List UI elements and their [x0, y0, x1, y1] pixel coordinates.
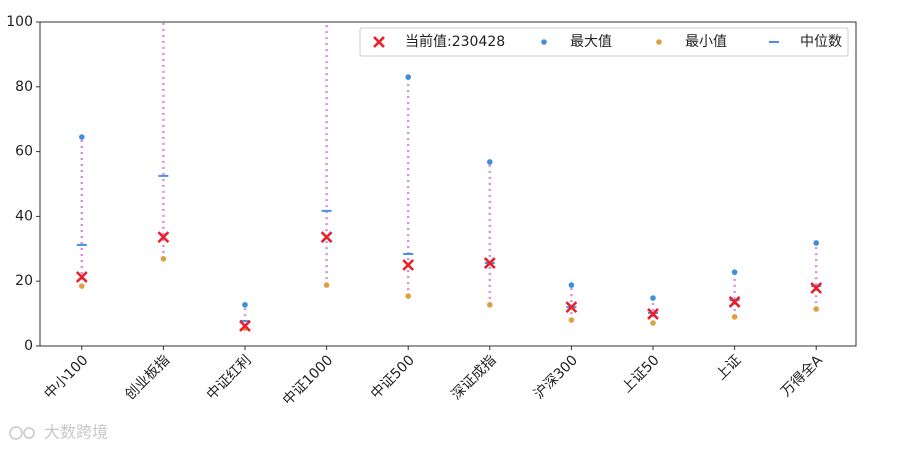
x-tick-label: 中小100 — [41, 352, 91, 402]
watermark-logo — [9, 426, 35, 440]
y-tick-label: 40 — [15, 208, 33, 224]
x-tick-label: 中证500 — [368, 352, 418, 402]
min-marker — [813, 306, 819, 312]
current-marker — [728, 296, 741, 308]
y-tick-label: 60 — [15, 144, 33, 160]
watermark: 大数跨境 — [44, 423, 108, 442]
x-tick-label: 上证 — [713, 352, 744, 383]
x-tick-label: 上证50 — [619, 352, 663, 396]
legend: 当前值:230428 最大值 最小值 中位数 — [359, 27, 849, 57]
max-marker — [813, 240, 819, 246]
current-marker — [75, 271, 88, 283]
min-marker — [405, 293, 412, 299]
max-marker — [487, 159, 493, 165]
legend-label: 最大值 — [570, 34, 612, 50]
current-marker — [239, 319, 251, 332]
max-marker — [324, 9, 330, 15]
legend-box — [359, 27, 849, 57]
max-marker — [731, 269, 738, 275]
min-marker — [323, 282, 330, 288]
current-marker — [402, 259, 415, 271]
x-tick-label: 沪深300 — [531, 352, 581, 402]
legend-label: 中位数 — [800, 34, 842, 50]
plot-area — [75, 9, 823, 332]
max-marker — [161, 9, 167, 15]
y-tick-label: 20 — [15, 273, 33, 289]
max-marker — [405, 74, 412, 80]
x-tick-label: 中证1000 — [280, 352, 336, 408]
current-marker — [320, 231, 333, 244]
y-tick-label: 0 — [24, 338, 33, 354]
legend-label: 最小值 — [685, 34, 727, 50]
x-tick-label: 中证红利 — [204, 352, 255, 403]
y-tick-label: 100 — [6, 14, 33, 30]
x-tick-label: 深证成指 — [449, 352, 500, 403]
min-marker — [650, 320, 656, 326]
y-tick-label: 80 — [15, 79, 33, 95]
current-marker — [810, 282, 823, 294]
max-marker — [242, 302, 248, 308]
current-marker — [647, 308, 659, 320]
x-tick-label: 创业板指 — [122, 352, 173, 403]
max-marker — [568, 282, 575, 288]
legend-marker — [656, 39, 662, 45]
min-marker — [731, 314, 738, 320]
current-marker — [157, 231, 170, 244]
x-tick-label: 万得全A — [777, 351, 826, 400]
legend-marker — [541, 39, 547, 45]
min-marker — [487, 302, 493, 308]
min-marker — [79, 283, 85, 289]
max-marker — [650, 295, 656, 301]
max-marker — [79, 134, 85, 140]
current-marker — [565, 301, 578, 314]
legend-label: 当前值:230428 — [405, 33, 505, 50]
legend-marker — [373, 36, 385, 48]
plot-frame — [39, 21, 857, 347]
min-marker — [160, 256, 167, 262]
current-marker — [483, 257, 496, 269]
min-marker — [568, 317, 575, 323]
